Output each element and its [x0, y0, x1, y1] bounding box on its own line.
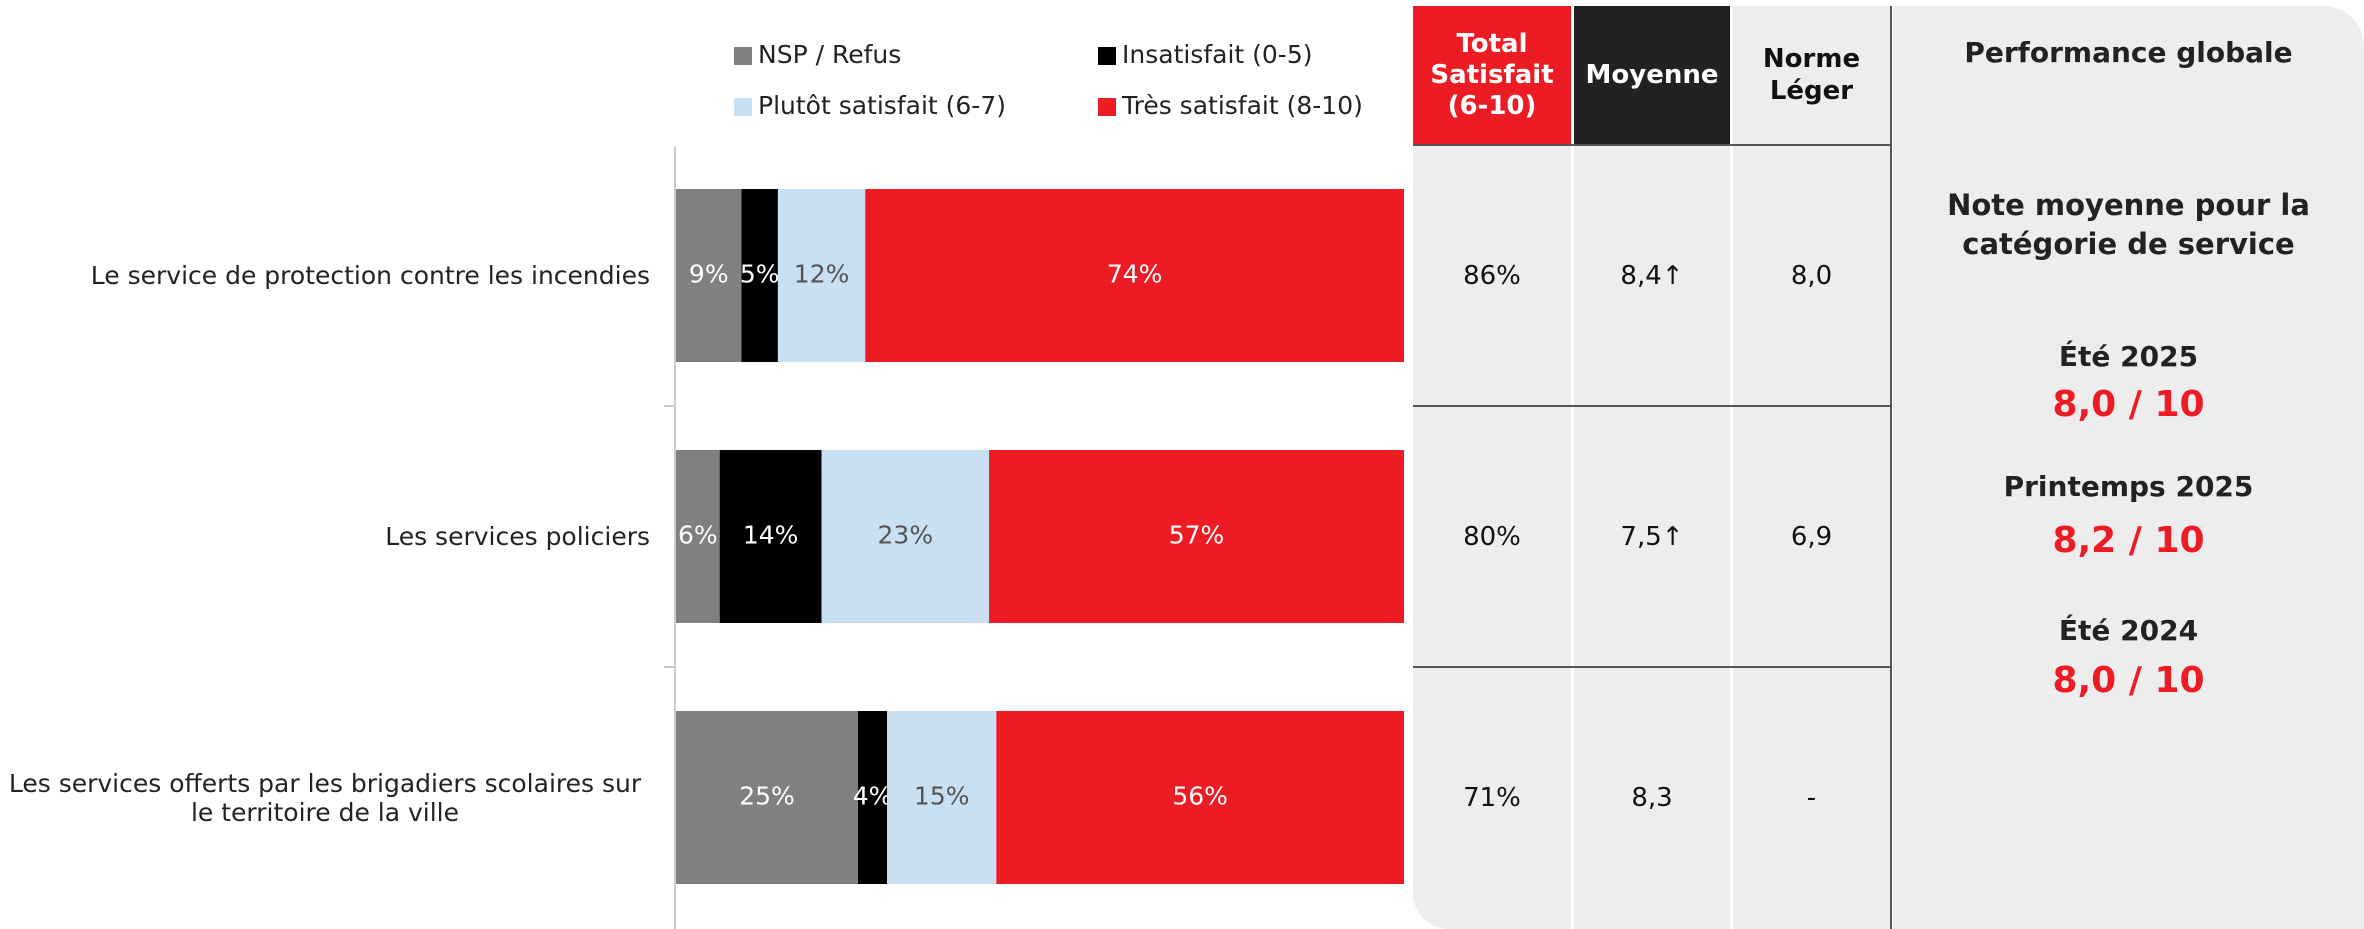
table-cell: 8,0	[1790, 260, 1833, 291]
bar-segment	[989, 450, 1404, 623]
category-label: Le service de protection contre les ince…	[0, 261, 650, 290]
table-cell: 6,9	[1790, 521, 1833, 552]
legend-swatch	[1098, 98, 1116, 116]
bar-segment	[865, 189, 1404, 362]
legend-swatch	[734, 98, 752, 116]
row-divider	[1413, 666, 1890, 668]
legend-swatch	[734, 47, 752, 65]
table-header: Norme Léger	[1733, 6, 1890, 145]
bar-segment	[719, 450, 822, 623]
panel-subtitle: Note moyenne pour la catégorie de servic…	[1947, 188, 2310, 262]
data-label: 15%	[914, 782, 970, 811]
data-label: 57%	[1169, 521, 1225, 550]
bar-segment	[676, 711, 858, 884]
table-cell: 8,4↑	[1620, 260, 1684, 291]
table-cell: 8,3	[1631, 782, 1673, 813]
bar-segment	[996, 711, 1404, 884]
category-label: Les services policiers	[0, 522, 650, 551]
period-score: 8,0 / 10	[2052, 384, 2205, 425]
data-label: 25%	[739, 782, 795, 811]
category-text: Le service de protection contre les ince…	[90, 261, 650, 290]
bar-segment	[676, 189, 742, 362]
data-label: 9%	[689, 260, 729, 289]
data-label: 23%	[878, 521, 934, 550]
bar-segment	[676, 450, 720, 623]
legend-label: Insatisfait (0-5)	[1122, 40, 1313, 69]
row-divider	[1413, 144, 1890, 146]
data-label: 5%	[740, 260, 780, 289]
bar-segment	[821, 450, 990, 623]
period-label: Printemps 2025	[2003, 470, 2254, 503]
legend-label: Plutôt satisfait (6-7)	[758, 91, 1006, 120]
col-divider	[1571, 145, 1574, 929]
category-text: Les services policiers	[385, 522, 650, 551]
panel	[1893, 6, 2364, 929]
data-label: 12%	[794, 260, 850, 289]
period-score: 8,2 / 10	[2052, 520, 2205, 561]
table-cell: 71%	[1463, 782, 1521, 813]
table-header: Moyenne	[1574, 6, 1730, 145]
category-label: Les services offerts par les brigadiers …	[0, 769, 650, 827]
table-cell: 7,5↑	[1620, 521, 1684, 552]
panel-title: Performance globale	[1964, 36, 2293, 69]
legend-swatch	[1098, 47, 1116, 65]
legend-label: NSP / Refus	[758, 40, 901, 69]
col-divider	[1890, 6, 1892, 929]
bar-segment	[887, 711, 997, 884]
col-divider	[1730, 145, 1733, 929]
table-cell: 80%	[1463, 521, 1521, 552]
bar-segment	[858, 711, 888, 884]
period-label: Été 2025	[2058, 340, 2199, 373]
bar-segment	[777, 189, 866, 362]
period-label: Été 2024	[2058, 614, 2199, 647]
table-header: Total Satisfait (6-10)	[1413, 6, 1571, 145]
table-cell: -	[1806, 782, 1817, 813]
data-label: 56%	[1172, 782, 1228, 811]
period-score: 8,0 / 10	[2052, 660, 2205, 701]
table-cell: 86%	[1463, 260, 1521, 291]
data-label: 14%	[743, 521, 799, 550]
data-label: 6%	[678, 521, 718, 550]
data-label: 4%	[853, 782, 893, 811]
table-body	[1413, 145, 1890, 929]
data-label: 74%	[1107, 260, 1163, 289]
legend-label: Très satisfait (8-10)	[1121, 91, 1363, 120]
category-text: Les services offerts par les brigadiers …	[8, 768, 642, 827]
bar-segment	[741, 189, 778, 362]
row-divider	[1413, 405, 1890, 407]
